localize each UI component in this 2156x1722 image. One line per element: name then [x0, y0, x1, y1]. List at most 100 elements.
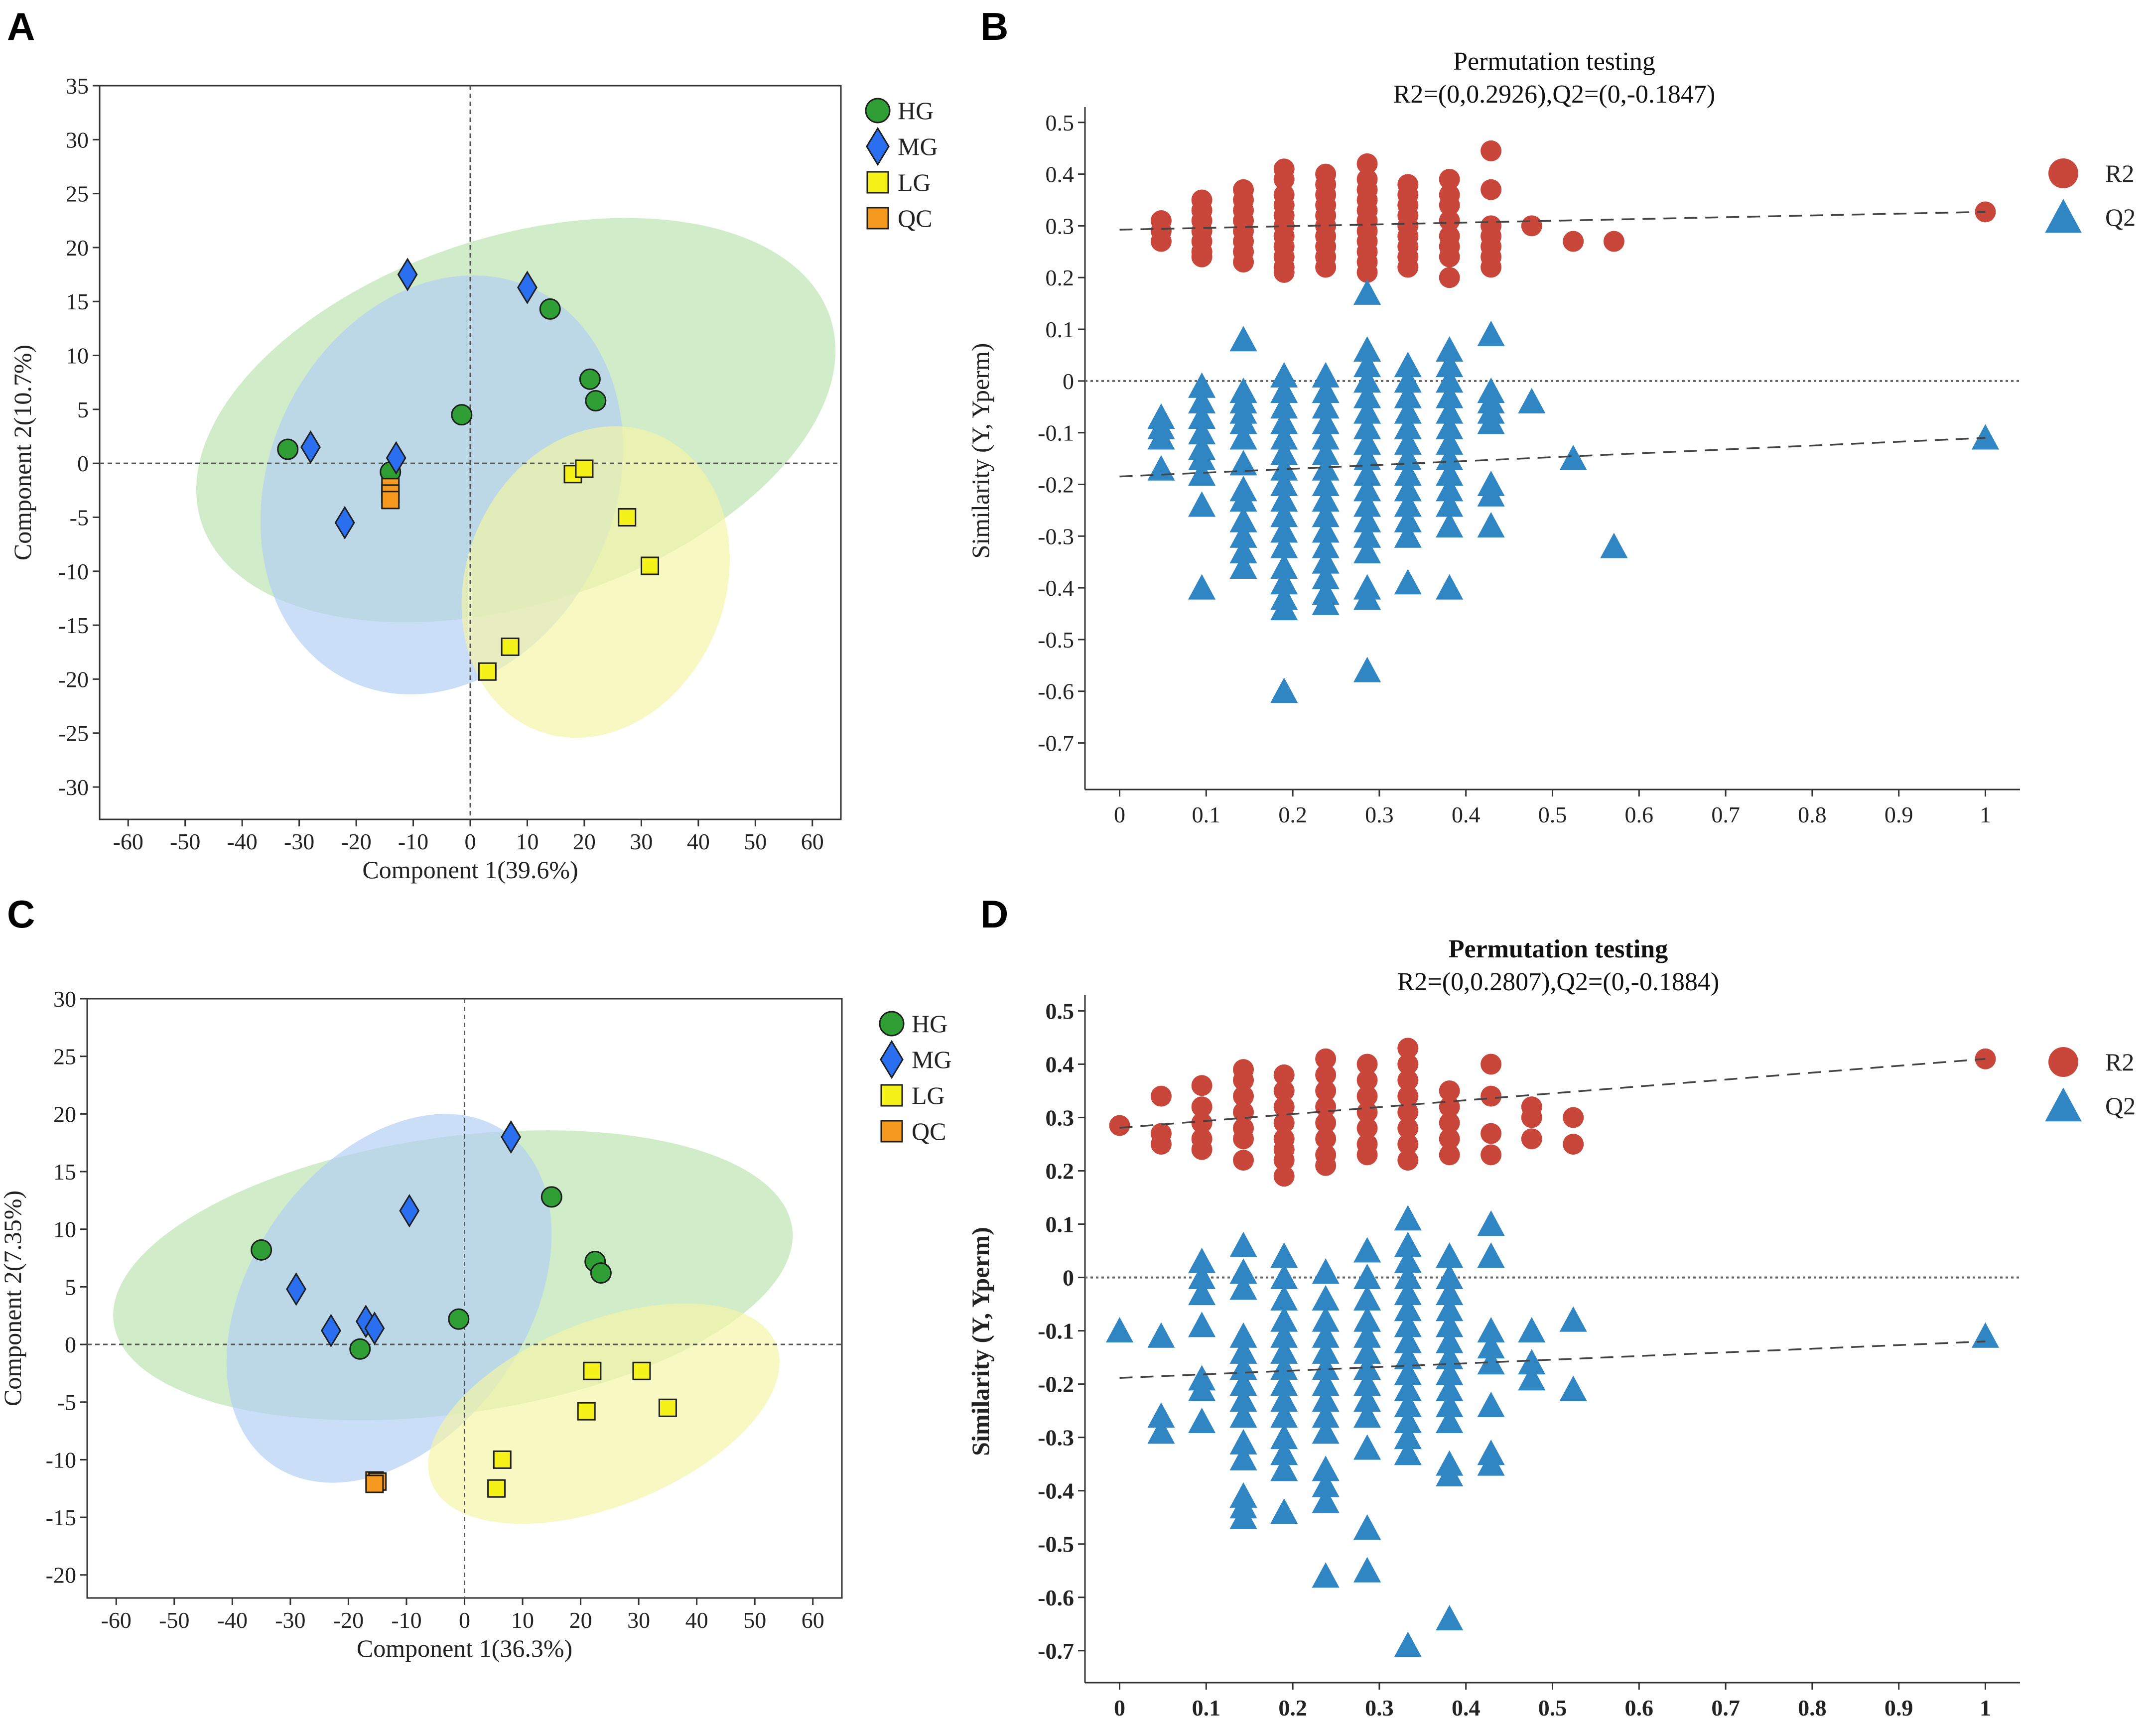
x-tick-label: 0 [459, 1607, 470, 1633]
data-point-qc [381, 491, 400, 510]
q2-point [1270, 1322, 1298, 1348]
q2-point [1312, 439, 1340, 465]
y-tick-label: 0.3 [1046, 1105, 1075, 1130]
q2-point [1312, 502, 1340, 528]
r2-point [1563, 1133, 1584, 1155]
q2-point [1353, 398, 1381, 424]
x-tick-label: 0.4 [1452, 1695, 1481, 1721]
y-tick-label: -0.1 [1038, 1319, 1074, 1344]
q2-point [1394, 1440, 1422, 1465]
q2-point [1477, 1317, 1505, 1343]
x-tick-label: 0.9 [1885, 1695, 1913, 1721]
legend-label-hg: HG [912, 1010, 947, 1038]
q2-point [1559, 1306, 1587, 1332]
y-tick-label: -25 [58, 721, 89, 746]
q2-point [1188, 444, 1216, 471]
q2-point [1229, 1386, 1257, 1412]
q2-point [1270, 1456, 1298, 1481]
data-point-mg [397, 258, 418, 291]
r2-point [1439, 194, 1460, 216]
q2-point [1270, 486, 1298, 512]
y-tick-label: -10 [46, 1447, 76, 1472]
data-point-mg [286, 1272, 306, 1306]
q2-point [1436, 1296, 1464, 1322]
q2-point [1518, 1365, 1546, 1391]
q2-point [1353, 657, 1381, 682]
x-tick-label: 10 [516, 829, 539, 854]
y-tick-label: 0.4 [1046, 1052, 1075, 1077]
q2-point [1353, 476, 1381, 502]
x-tick-label: 0.2 [1278, 1695, 1307, 1721]
q2-point [1270, 1498, 1298, 1524]
q2-point [1312, 455, 1340, 481]
q2-point [1394, 1296, 1422, 1322]
confidence-ellipse-lg [428, 1303, 780, 1524]
q2-point [1394, 398, 1422, 424]
x-tick-label: 0.6 [1625, 1695, 1654, 1721]
x-tick-label: 10 [511, 1607, 534, 1633]
q2-point [1394, 507, 1422, 532]
y-tick-label: 0.1 [1046, 1212, 1075, 1237]
q2-point [1436, 1263, 1464, 1290]
r2-point [1439, 1112, 1460, 1134]
q2-point [1312, 393, 1340, 419]
y-tick-label: 15 [53, 1159, 76, 1185]
x-tick-label: 30 [627, 1607, 650, 1633]
q2-point [1353, 1338, 1381, 1364]
legend-label-q2: Q2 [2105, 203, 2136, 231]
q2-point [1312, 1562, 1340, 1588]
q2-point [1270, 1354, 1298, 1380]
legend-label-qc: QC [898, 204, 932, 232]
q2-point [1436, 429, 1464, 455]
q2-point [1394, 1375, 1422, 1401]
q2-point [1559, 444, 1587, 471]
data-point-mg [364, 1311, 385, 1345]
q2-point [1270, 569, 1298, 595]
q2-point [1436, 574, 1464, 600]
data-point-mg [321, 1314, 341, 1347]
r2-point [1233, 252, 1254, 273]
q2-point [1312, 1306, 1340, 1332]
data-point-hg [590, 1262, 612, 1284]
q2-point [1229, 424, 1257, 450]
data-point-mg [517, 270, 538, 304]
x-tick-label: -10 [391, 1607, 421, 1633]
y-tick-label: -20 [58, 666, 89, 692]
y-tick-label: 5 [77, 397, 89, 422]
q2-point [1312, 408, 1340, 434]
q2-point [1312, 424, 1340, 450]
q2-point [1559, 1375, 1587, 1401]
q2-point [1312, 517, 1340, 543]
legend-label-qc: QC [912, 1117, 946, 1145]
q2-point [1436, 512, 1464, 537]
x-tick-label: 60 [802, 1607, 824, 1633]
q2-point [1147, 424, 1175, 450]
q2-point [1353, 522, 1381, 548]
q2-point [1353, 491, 1381, 517]
r2-point [1481, 1054, 1502, 1075]
q2-point [1971, 424, 2000, 450]
q2-point [1394, 413, 1422, 439]
r2-point [1481, 257, 1502, 278]
q2-point [1394, 1424, 1422, 1450]
y-tick-label: 0.5 [1046, 998, 1075, 1024]
y-axis-label: Similarity (Y, Yperm) [966, 1227, 994, 1456]
r2-point [1315, 1064, 1337, 1085]
x-tick-label: 0.4 [1452, 802, 1481, 827]
x-tick-label: -50 [170, 829, 200, 854]
y-tick-label: 15 [66, 289, 89, 314]
regression-line-r2 [1119, 211, 1986, 231]
r2-point [1273, 168, 1295, 190]
q2-point [1229, 1322, 1257, 1348]
q2-point [1436, 352, 1464, 378]
q2-point [1394, 1263, 1422, 1290]
q2-point [1394, 1312, 1422, 1337]
q2-point [1436, 1312, 1464, 1337]
r2-point [1439, 1128, 1460, 1150]
q2-point [1312, 1322, 1340, 1348]
y-tick-label: -5 [57, 1390, 76, 1415]
y-tick-label: -0.3 [1038, 524, 1074, 549]
r2-point [1273, 1080, 1295, 1101]
q2-point [1436, 1280, 1464, 1306]
y-tick-label: -15 [58, 613, 89, 638]
